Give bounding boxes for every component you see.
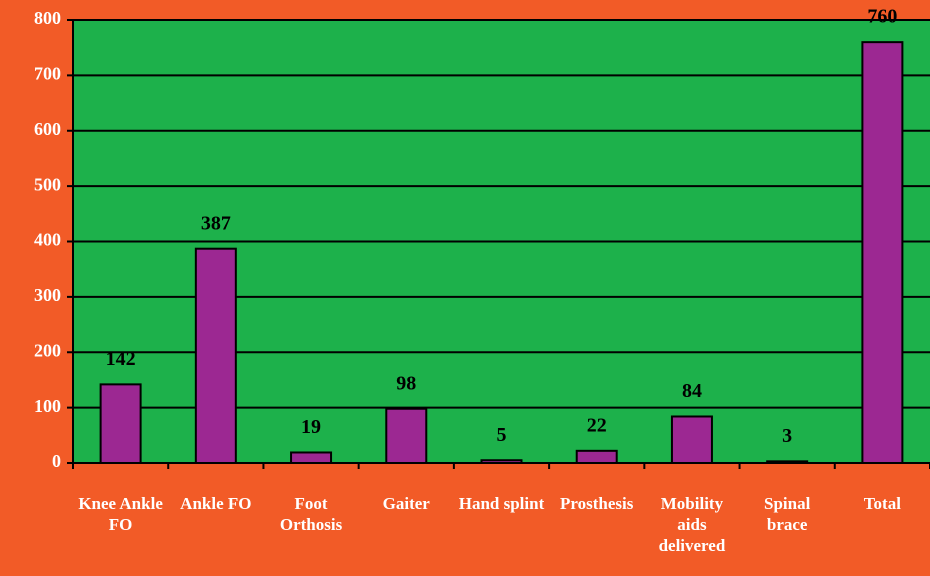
data-label: 5 (497, 424, 507, 446)
bar (99, 383, 142, 464)
y-tick-label: 0 (52, 451, 61, 471)
data-label: 3 (782, 425, 792, 447)
y-tick-label: 500 (34, 174, 61, 194)
bar (575, 449, 618, 465)
bar (861, 41, 904, 465)
bar (385, 407, 428, 465)
data-label: 760 (867, 6, 897, 28)
y-tick-label: 100 (34, 396, 61, 416)
x-tick-label: Hand splint (458, 494, 545, 513)
y-tick-label: 200 (34, 340, 61, 360)
x-tick-label: Spinal brace (764, 494, 811, 534)
y-tick-label: 700 (34, 64, 61, 84)
x-tick-label: Ankle FO (180, 494, 252, 513)
x-tick-label: Gaiter (382, 494, 430, 513)
x-tick-label: Knee Ankle FO (78, 494, 163, 534)
data-label: 387 (201, 212, 231, 234)
bar (290, 451, 333, 465)
y-tick-label: 300 (34, 285, 61, 305)
data-label: 19 (301, 416, 321, 438)
bar (670, 415, 713, 464)
data-label: 84 (682, 380, 702, 402)
y-tick-label: 400 (34, 230, 61, 250)
data-label: 22 (587, 414, 607, 436)
x-tick-label: Foot Orthosis (279, 494, 343, 534)
y-tick-label: 800 (34, 8, 61, 28)
data-label: 142 (106, 348, 136, 370)
x-tick-label: Prosthesis (560, 494, 634, 513)
bar (194, 247, 237, 464)
x-tick-label: Mobility aids delivered (658, 494, 726, 555)
x-tick-label: Total (863, 494, 901, 513)
data-label: 98 (396, 372, 416, 394)
y-tick-label: 600 (34, 119, 61, 139)
